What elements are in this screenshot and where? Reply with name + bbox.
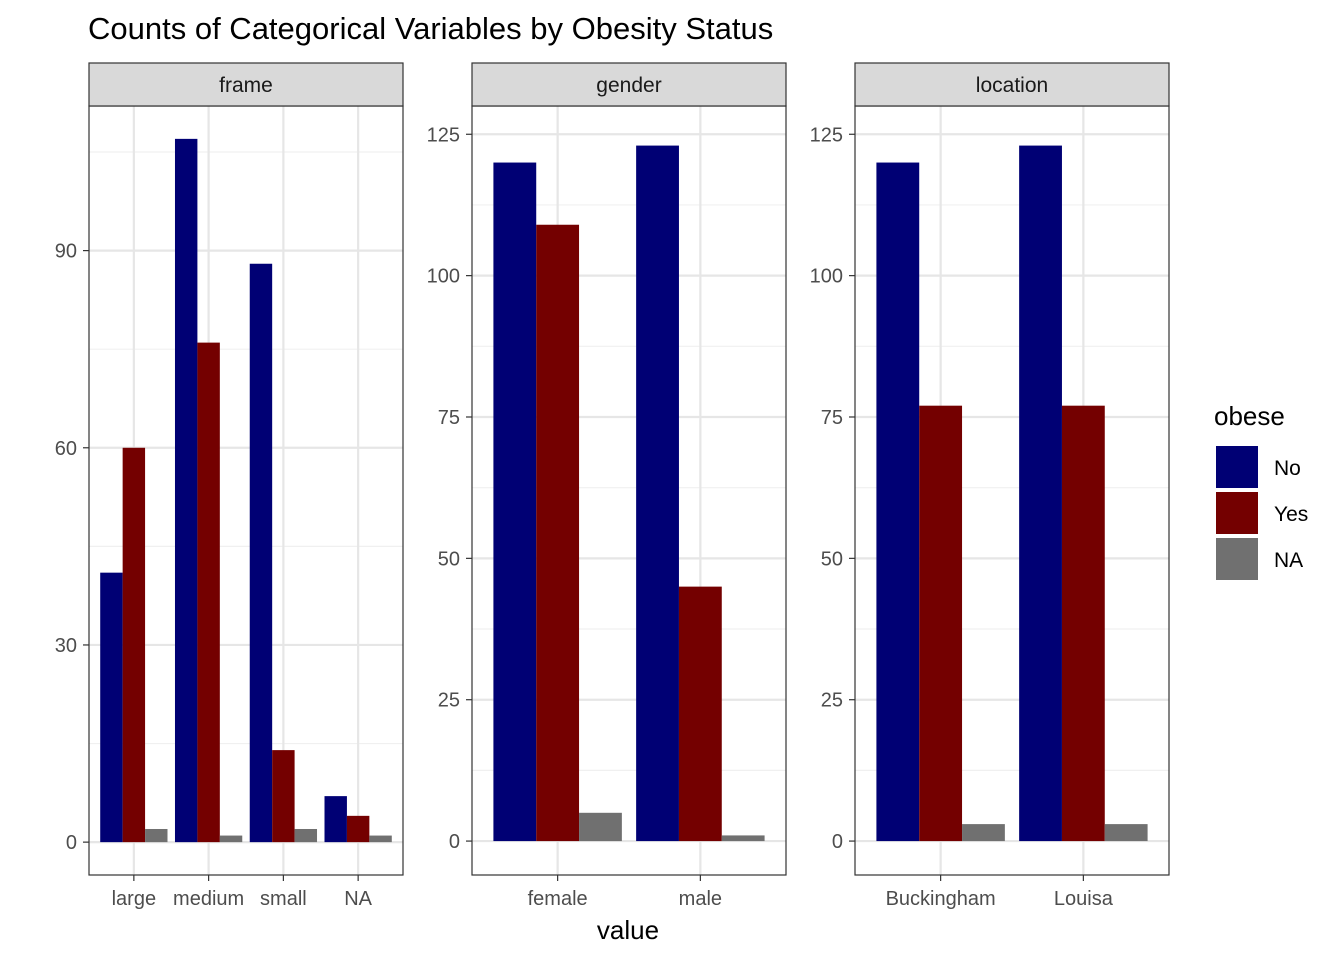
bar-gender-female-NA [579, 812, 622, 842]
legend-label-Yes: Yes [1274, 503, 1308, 526]
y-tick-label: 100 [427, 266, 460, 288]
bar-frame-small-No [249, 263, 273, 843]
legend-key-NA [1216, 538, 1258, 580]
chart-title: Counts of Categorical Variables by Obesi… [88, 11, 773, 46]
y-tick-label: 30 [55, 635, 77, 657]
facet-gender: gender 0 25 50 75 100 125 female male [427, 62, 787, 910]
y-tick-label: 0 [832, 831, 843, 853]
x-tick-label: female [528, 888, 588, 910]
facet-location: location 0 25 50 75 100 125 Buckingham Louisa [810, 62, 1170, 910]
y-tick-label: 60 [55, 438, 77, 460]
bar-frame-large-Yes [122, 447, 146, 843]
facet-strip-label: gender [596, 74, 661, 97]
y-tick-label: 25 [821, 690, 843, 712]
x-tick-label: Buckingham [886, 888, 996, 910]
x-tick-label: small [260, 888, 307, 910]
y-tick-label: 125 [427, 124, 460, 146]
y-tick-label: 0 [66, 832, 77, 854]
facet-frame: frame 0 30 60 90 large medium small NA [55, 62, 404, 910]
legend: obese No Yes NA [1214, 401, 1308, 580]
bar-frame-medium-Yes [197, 342, 220, 843]
bar-location-Buckingham-NA [962, 824, 1005, 842]
y-tick-label: 50 [438, 548, 460, 570]
bar-frame-small-Yes [272, 750, 295, 843]
y-tick-label: 0 [449, 831, 460, 853]
bar-gender-male-Yes [678, 586, 722, 842]
x-tick-label: large [112, 888, 156, 910]
y-tick-label: 100 [810, 266, 843, 288]
bar-frame-NA-NA [369, 835, 392, 843]
x-tick-label: Louisa [1054, 888, 1114, 910]
legend-label-No: No [1274, 457, 1301, 480]
y-tick-label: 90 [55, 241, 77, 263]
y-tick-label: 75 [438, 407, 460, 429]
bar-frame-small-NA [294, 828, 318, 843]
bar-location-Louisa-Yes [1061, 405, 1105, 842]
x-tick-label: medium [173, 888, 244, 910]
legend-title: obese [1214, 401, 1285, 431]
legend-label-NA: NA [1274, 549, 1303, 572]
bar-frame-medium-No [174, 138, 198, 843]
bar-gender-male-NA [721, 835, 765, 842]
bar-location-Louisa-No [1019, 145, 1062, 842]
bar-frame-large-No [100, 572, 123, 843]
y-tick-label: 25 [438, 690, 460, 712]
bar-location-Buckingham-No [876, 162, 920, 842]
x-axis-title: value [597, 915, 659, 945]
bar-frame-large-NA [145, 828, 168, 843]
bar-location-Buckingham-Yes [919, 405, 963, 842]
legend-key-No [1216, 446, 1258, 488]
bar-gender-male-No [636, 145, 679, 842]
facet-strip [471, 62, 787, 107]
facet-panels: frame 0 30 60 90 large medium small NA gender 0 25 5… [55, 62, 1170, 910]
facet-strip-label: frame [219, 74, 273, 97]
bar-gender-female-Yes [536, 224, 580, 842]
bar-location-Louisa-NA [1104, 824, 1148, 842]
y-tick-label: 75 [821, 407, 843, 429]
bar-frame-NA-Yes [346, 815, 370, 843]
y-tick-label: 50 [821, 548, 843, 570]
facet-strip [854, 62, 1170, 107]
bar-gender-female-No [493, 162, 537, 842]
y-tick-label: 125 [810, 124, 843, 146]
bar-frame-medium-NA [219, 835, 243, 843]
bar-frame-NA-No [324, 796, 347, 843]
legend-key-Yes [1216, 492, 1258, 534]
x-tick-label: NA [344, 888, 372, 910]
facet-strip [88, 62, 404, 107]
x-tick-label: male [679, 888, 722, 910]
facet-strip-label: location [976, 74, 1048, 97]
